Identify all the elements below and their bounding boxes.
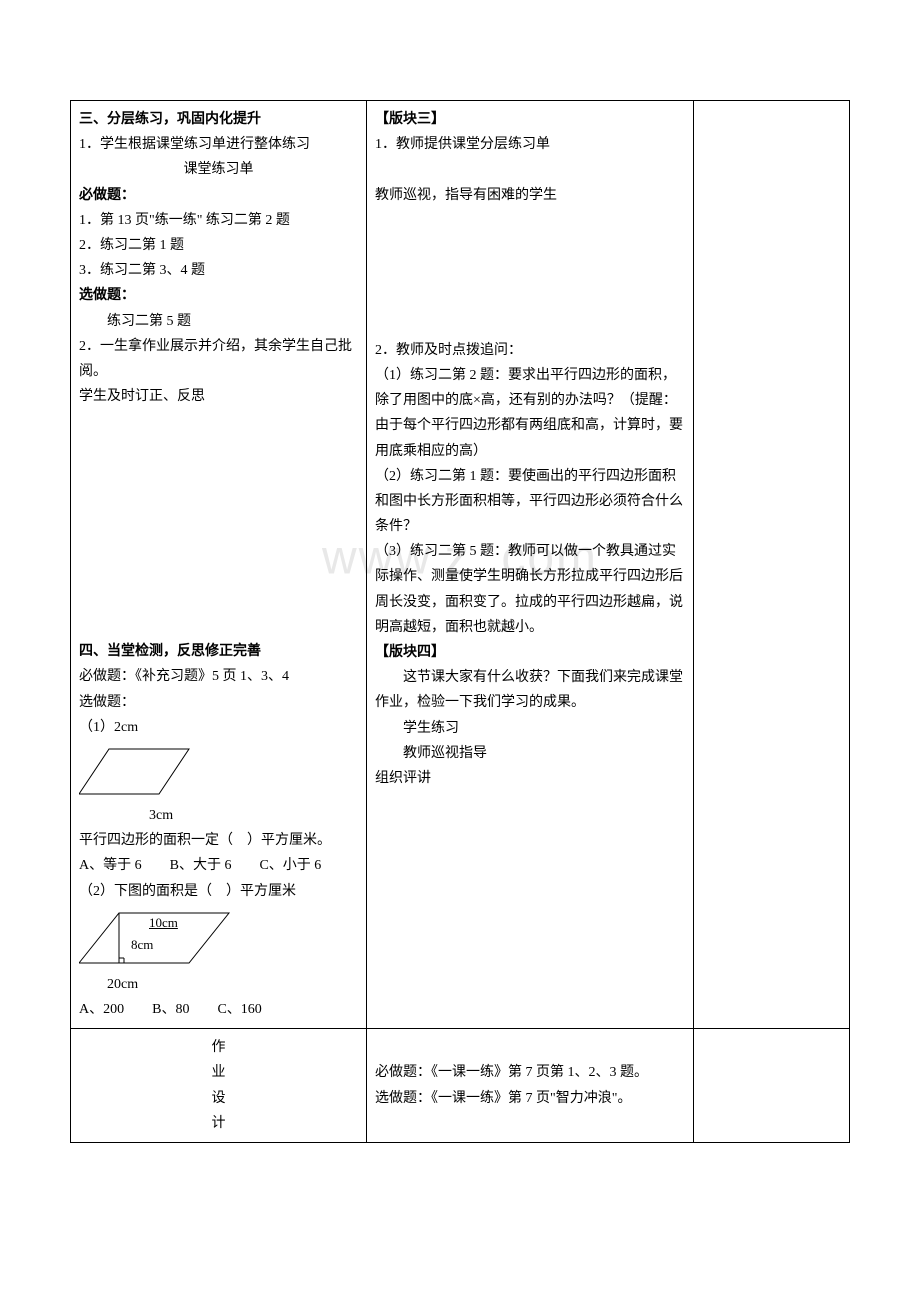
section4-required: 必做题：《补充习题》5 页 1、3、4 [79,664,358,689]
parallelogram-1-svg [79,744,199,799]
block4-line3: 教师巡视指导 [375,741,685,766]
block3-note2: （2）练习二第 1 题：要使画出的平行四边形面积和图中长方形面积相等，平行四边形… [375,464,685,540]
homework-content: 必做题：《一课一练》第 7 页第 1、2、3 题。 选做题：《一课一练》第 7 … [367,1029,694,1143]
section3-line3: 学生及时订正、反思 [79,384,358,409]
homework-right-empty [694,1029,850,1143]
section4-title: 四、当堂检测，反思修正完善 [79,639,358,664]
block4-line4: 组织评讲 [375,766,685,791]
q2-options: A、200 B、80 C、160 [79,997,358,1022]
homework-opt: 选做题：《一课一练》第 7 页"智力冲浪"。 [375,1086,685,1111]
q2-label-mid: 8cm [131,933,153,956]
q1-bottom-label: 3cm [79,803,358,828]
worksheet-title: 课堂练习单 [79,157,358,182]
required-label: 必做题： [79,183,358,208]
block4-line1: 这节课大家有什么收获？下面我们来完成课堂作业，检验一下我们学习的成果。 [375,665,685,715]
homework-label-cell: 作 业 设 计 [71,1029,367,1143]
block3-note3: （3）练习二第 5 题：教师可以做一个教具通过实际操作、测量使学生明确长方形拉成… [375,539,685,640]
q1-prefix: （1）2cm [79,715,358,740]
content-row: 三、分层练习，巩固内化提升 1．学生根据课堂练习单进行整体练习 课堂练习单 必做… [71,101,850,1029]
q1-text: 平行四边形的面积一定（ ）平方厘米。 [79,828,358,853]
q2-label-top: 10cm [149,911,178,934]
q2-bottom-label: 20cm [79,972,358,997]
section3-line1: 1．学生根据课堂练习单进行整体练习 [79,132,358,157]
mid-column-content: 【版块三】 1．教师提供课堂分层练习单 教师巡视，指导有困难的学生 2．教师及时… [367,101,694,1029]
req-item-2: 2．练习二第 1 题 [79,233,358,258]
block4-line2: 学生练习 [375,716,685,741]
req-item-1: 1．第 13 页"练一练" 练习二第 2 题 [79,208,358,233]
block3-title: 【版块三】 [375,107,685,132]
req-item-3: 3．练习二第 3、4 题 [79,258,358,283]
homework-char-2: 业 [79,1060,358,1085]
homework-row: 作 业 设 计 必做题：《一课一练》第 7 页第 1、2、3 题。 选做题：《一… [71,1029,850,1143]
parallelogram-2: 10cm 8cm [79,908,358,968]
opt-item-1: 练习二第 5 题 [79,309,358,334]
homework-char-4: 计 [79,1111,358,1136]
section3-title: 三、分层练习，巩固内化提升 [79,107,358,132]
optional-label: 选做题： [79,283,358,308]
block3-line1: 1．教师提供课堂分层练习单 [375,132,685,157]
parallelogram-1 [79,744,358,799]
section3-line2: 2．一生拿作业展示并介绍，其余学生自己批阅。 [79,334,358,384]
lesson-plan-table: 三、分层练习，巩固内化提升 1．学生根据课堂练习单进行整体练习 课堂练习单 必做… [70,100,850,1143]
homework-char-1: 作 [79,1035,358,1060]
block3-line3: 2．教师及时点拨追问： [375,338,685,363]
q2-text: （2）下图的面积是（ ）平方厘米 [79,879,358,904]
homework-char-3: 设 [79,1086,358,1111]
right-column-empty [694,101,850,1029]
block4-title: 【版块四】 [375,640,685,665]
block3-note1: （1）练习二第 2 题：要求出平行四边形的面积，除了用图中的底×高，还有别的办法… [375,363,685,464]
left-column-content: 三、分层练习，巩固内化提升 1．学生根据课堂练习单进行整体练习 课堂练习单 必做… [71,101,367,1029]
section4-optional: 选做题： [79,690,358,715]
homework-req: 必做题：《一课一练》第 7 页第 1、2、3 题。 [375,1060,685,1085]
block3-line2: 教师巡视，指导有困难的学生 [375,183,685,208]
q1-options: A、等于 6 B、大于 6 C、小于 6 [79,853,358,878]
